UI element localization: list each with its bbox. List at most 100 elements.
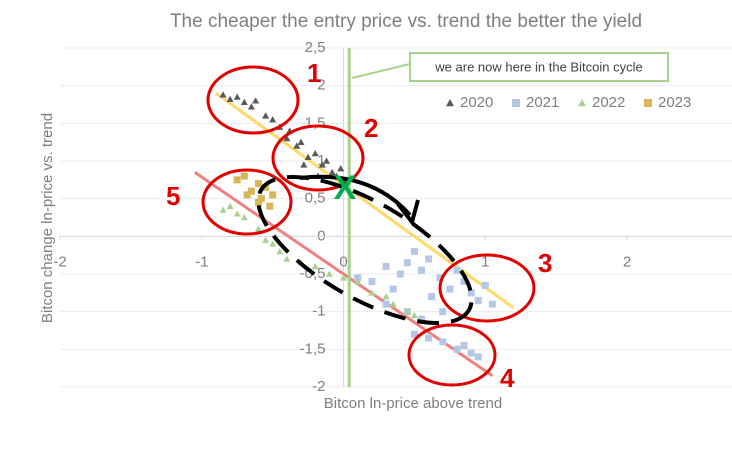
point xyxy=(254,180,262,188)
point xyxy=(340,274,348,281)
point xyxy=(467,289,475,297)
point xyxy=(226,95,234,103)
point xyxy=(410,247,418,255)
point xyxy=(474,353,482,361)
y-tick-label: 0,5 xyxy=(305,190,326,207)
annotation: 4 xyxy=(500,363,515,393)
point xyxy=(233,176,241,184)
legend-marker xyxy=(644,99,652,107)
points xyxy=(219,91,496,361)
point xyxy=(247,187,255,195)
point xyxy=(243,191,251,199)
point xyxy=(368,278,376,286)
point xyxy=(453,345,461,353)
chart-title: The cheaper the entry price vs. trend th… xyxy=(170,11,642,32)
y-tick-label: -2 xyxy=(312,378,325,395)
point xyxy=(396,270,404,278)
y-tick-label: -1 xyxy=(312,303,325,320)
point xyxy=(382,293,390,300)
point xyxy=(425,255,433,263)
callout-text: we are now here in the Bitcoin cycle xyxy=(434,59,642,74)
x-tick-label: -1 xyxy=(195,253,208,270)
point xyxy=(240,98,248,106)
legend-label: 2020 xyxy=(460,94,493,111)
y-axis-label: Bitcon change ln-price vs. trend xyxy=(39,113,56,323)
callout-box xyxy=(409,52,669,82)
point xyxy=(297,138,305,145)
point xyxy=(254,198,262,206)
point xyxy=(460,278,468,286)
annotation: 1 xyxy=(307,58,321,88)
point xyxy=(418,266,426,274)
point xyxy=(453,266,461,274)
point xyxy=(226,202,234,209)
point xyxy=(436,274,444,282)
point xyxy=(425,334,433,342)
point xyxy=(311,262,319,270)
callout-line xyxy=(351,63,411,79)
y-tick-label: 1,5 xyxy=(305,114,326,131)
y-tick-label: 1 xyxy=(317,152,325,169)
grid: -2-1,5-1-0,500,511,522,5-2 -1 0 1 2 xyxy=(53,39,732,395)
point xyxy=(266,202,274,210)
annotation: 3 xyxy=(538,248,552,278)
legend-label: 2021 xyxy=(526,94,559,111)
legend-marker xyxy=(578,99,586,107)
point xyxy=(325,270,333,277)
point xyxy=(240,214,248,221)
point xyxy=(368,289,376,296)
point xyxy=(257,195,265,203)
point xyxy=(254,225,262,232)
point xyxy=(269,191,277,199)
point xyxy=(276,247,284,255)
point xyxy=(304,153,312,161)
point xyxy=(354,274,362,282)
annotation: 5 xyxy=(166,181,180,211)
point xyxy=(233,210,241,217)
point xyxy=(403,308,411,315)
point xyxy=(262,112,270,119)
point xyxy=(427,293,435,301)
point xyxy=(293,142,301,149)
point xyxy=(328,168,336,176)
circle xyxy=(271,124,365,192)
x-tick-label: -2 xyxy=(53,253,66,270)
y-tick-label: -1,5 xyxy=(300,340,326,357)
point xyxy=(439,338,447,346)
point xyxy=(481,281,489,289)
circle xyxy=(201,168,293,236)
legend: 2020 2021 2022 2023 xyxy=(446,94,691,111)
point xyxy=(410,311,418,319)
point xyxy=(269,240,277,247)
annotation: 2 xyxy=(364,113,378,143)
legend-marker xyxy=(446,99,454,107)
point xyxy=(389,300,397,307)
point xyxy=(311,149,319,157)
y-tick-label: 2 xyxy=(317,77,325,94)
point xyxy=(354,278,362,285)
legend-label: 2022 xyxy=(592,94,625,111)
legend-marker xyxy=(512,99,520,107)
point xyxy=(283,134,291,142)
circle xyxy=(438,253,536,323)
point xyxy=(247,103,255,110)
point xyxy=(410,330,418,338)
point xyxy=(262,236,270,243)
point xyxy=(252,97,260,104)
point xyxy=(382,300,390,308)
point xyxy=(474,296,482,304)
point xyxy=(283,255,291,262)
point xyxy=(403,259,411,267)
point xyxy=(439,308,447,316)
point xyxy=(219,91,227,98)
point xyxy=(300,161,308,168)
point xyxy=(219,206,227,213)
point xyxy=(323,157,331,164)
point xyxy=(460,342,468,350)
point xyxy=(467,349,475,357)
x-tick-label: 2 xyxy=(623,253,631,270)
point xyxy=(337,165,345,172)
point xyxy=(389,285,397,293)
point xyxy=(318,161,326,168)
